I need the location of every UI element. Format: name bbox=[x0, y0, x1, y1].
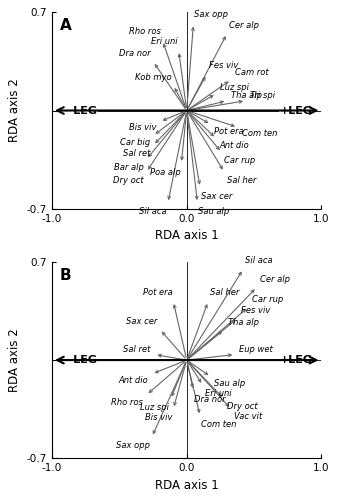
Text: Rho ros: Rho ros bbox=[129, 28, 161, 36]
Y-axis label: RDA axis 2: RDA axis 2 bbox=[8, 328, 21, 392]
Text: Bar alp: Bar alp bbox=[114, 163, 144, 172]
Text: Sal her: Sal her bbox=[210, 288, 239, 297]
Text: Car big: Car big bbox=[120, 138, 150, 147]
Text: Rho ros: Rho ros bbox=[111, 398, 143, 407]
Text: Sau alp: Sau alp bbox=[214, 379, 246, 388]
Text: Poa alp: Poa alp bbox=[150, 168, 181, 177]
Text: Sal her: Sal her bbox=[226, 176, 256, 185]
Text: Sil aca: Sil aca bbox=[245, 256, 273, 266]
Text: Eri uni: Eri uni bbox=[205, 389, 232, 398]
Text: Sil aca: Sil aca bbox=[139, 207, 167, 216]
Text: Car rup: Car rup bbox=[224, 156, 256, 165]
Text: Ant dio: Ant dio bbox=[118, 376, 148, 384]
Text: Eri uni: Eri uni bbox=[151, 37, 178, 46]
Text: Dra nor: Dra nor bbox=[119, 49, 151, 58]
Y-axis label: RDA axis 2: RDA axis 2 bbox=[8, 78, 21, 142]
Text: Eup wet: Eup wet bbox=[239, 345, 273, 354]
Text: Sal ret: Sal ret bbox=[123, 345, 150, 354]
Text: Tri spi: Tri spi bbox=[250, 91, 275, 100]
Text: Com ten: Com ten bbox=[201, 420, 237, 430]
X-axis label: RDA axis 1: RDA axis 1 bbox=[155, 478, 219, 492]
Text: Vac vit: Vac vit bbox=[234, 412, 262, 421]
Text: Ant dio: Ant dio bbox=[219, 142, 249, 150]
Text: Bis viv: Bis viv bbox=[128, 124, 156, 132]
Text: Sau alp: Sau alp bbox=[198, 208, 229, 216]
Text: Luz spi: Luz spi bbox=[220, 82, 249, 92]
Text: Dra nor: Dra nor bbox=[194, 395, 226, 404]
Text: Sal ret: Sal ret bbox=[123, 148, 150, 158]
Text: Sax opp: Sax opp bbox=[116, 441, 150, 450]
Text: Fes viv: Fes viv bbox=[241, 306, 270, 316]
Text: Pot era: Pot era bbox=[215, 126, 244, 136]
Text: Sax cer: Sax cer bbox=[126, 317, 157, 326]
Text: B: B bbox=[60, 268, 72, 283]
Text: Sax opp: Sax opp bbox=[194, 10, 228, 20]
Text: +LEG: +LEG bbox=[280, 355, 313, 365]
Text: +LEG: +LEG bbox=[280, 106, 313, 116]
Text: − LEG: − LEG bbox=[60, 355, 97, 365]
Text: Cer alp: Cer alp bbox=[229, 20, 259, 30]
Text: Luz spi: Luz spi bbox=[140, 403, 169, 412]
X-axis label: RDA axis 1: RDA axis 1 bbox=[155, 229, 219, 242]
Text: Sax cer: Sax cer bbox=[201, 192, 232, 201]
Text: Bis viv: Bis viv bbox=[145, 413, 172, 422]
Text: Car rup: Car rup bbox=[252, 295, 283, 304]
Text: Dry oct: Dry oct bbox=[113, 176, 144, 184]
Text: Cer alp: Cer alp bbox=[260, 275, 290, 284]
Text: Kob myo: Kob myo bbox=[135, 72, 171, 82]
Text: Dry oct: Dry oct bbox=[227, 402, 258, 411]
Text: Fes viv: Fes viv bbox=[209, 62, 238, 70]
Text: Tha alp: Tha alp bbox=[227, 318, 259, 326]
Text: Pot era: Pot era bbox=[143, 288, 172, 297]
Text: Tha alp: Tha alp bbox=[231, 90, 262, 100]
Text: − LEG: − LEG bbox=[60, 106, 97, 116]
Text: A: A bbox=[60, 18, 72, 33]
Text: Cam rot: Cam rot bbox=[235, 68, 268, 78]
Text: Com ten: Com ten bbox=[242, 128, 277, 138]
